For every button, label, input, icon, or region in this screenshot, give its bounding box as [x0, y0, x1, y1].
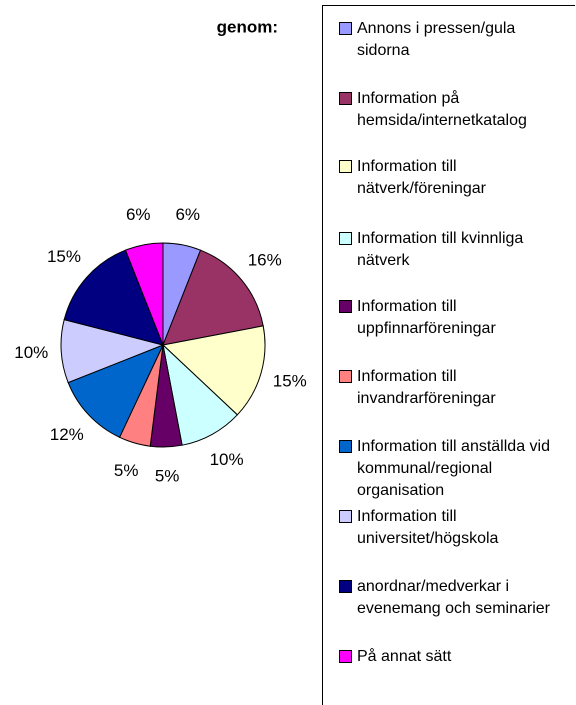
legend-swatch	[339, 510, 352, 523]
data-label: 5%	[114, 461, 139, 480]
legend-swatch	[339, 370, 352, 383]
legend-label: anordnar/medverkar i evenemang och semin…	[357, 578, 550, 617]
data-label: 15%	[47, 247, 81, 266]
legend-label: Information till invandrarföreningar	[357, 368, 496, 407]
legend-swatch	[339, 160, 352, 173]
pie-slice	[162, 249, 264, 346]
legend-label: Information till anställda vid kommunal/…	[357, 438, 550, 499]
legend-swatch	[339, 232, 352, 245]
pie-slice	[63, 249, 164, 346]
legend-label: Information till uppfinnarföreningar	[357, 298, 496, 337]
data-label: 12%	[50, 425, 84, 444]
legend-swatch	[339, 300, 352, 313]
pie-slice	[67, 344, 164, 438]
legend-label: Information till kvinnliga nätverk	[357, 230, 524, 269]
legend-swatch	[339, 580, 352, 593]
legend-label: Information på hemsida/internetkatalog	[357, 90, 527, 129]
legend-label: Annons i pressen/gula sidorna	[357, 20, 516, 59]
data-label: 6%	[126, 205, 151, 224]
legend-label: På annat sätt	[357, 648, 452, 665]
data-label: 5%	[155, 466, 180, 485]
legend-label: Information till nätverk/föreningar	[357, 158, 486, 197]
data-label: 10%	[14, 343, 48, 362]
pie-slice	[124, 242, 164, 346]
data-label: 6%	[175, 205, 200, 224]
pie-slice	[161, 325, 266, 416]
legend: Annons i pressen/gula sidorna Information…	[322, 5, 575, 705]
chart: genom: 6% 16% 15% 10% 5% 5% 12% 10% 15% 6%	[14, 17, 307, 485]
data-label: 15%	[273, 371, 307, 390]
chart-title: genom:	[217, 17, 278, 36]
legend-swatch	[339, 650, 352, 663]
legend-label: Information till universitet/högskola	[357, 508, 499, 547]
data-label: 16%	[248, 250, 282, 269]
legend-swatch	[339, 440, 352, 453]
legend-swatch	[339, 92, 352, 105]
data-label: 10%	[210, 450, 244, 469]
legend-swatch	[339, 22, 352, 35]
